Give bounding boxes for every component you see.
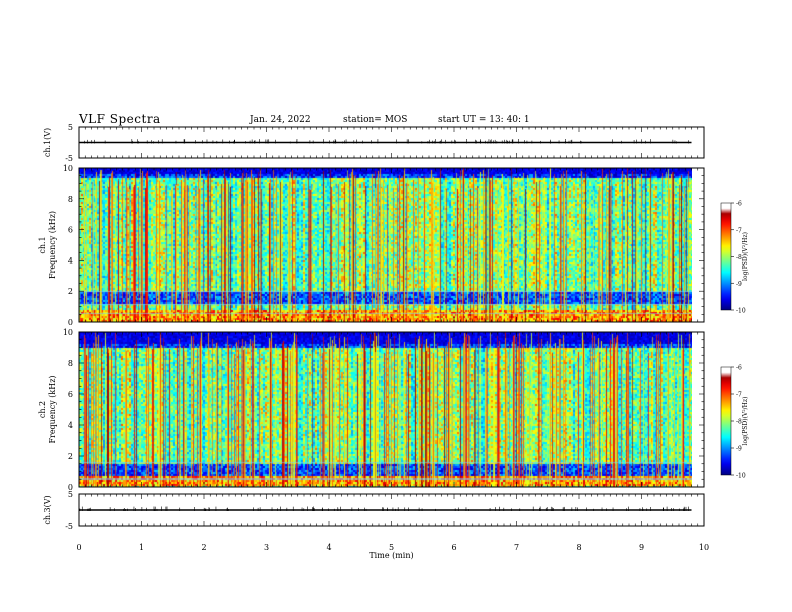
ch2-colorbar-tick-label: -10	[736, 473, 746, 480]
x-tick-label: 4	[326, 543, 331, 552]
ch1-voltage-tick-label: 5	[68, 123, 73, 132]
ch1-freq-tick-label: 8	[68, 195, 73, 204]
x-tick-label: 0	[76, 543, 81, 552]
x-tick-label: 2	[201, 543, 206, 552]
x-tick-label: 6	[451, 543, 456, 552]
x-tick-label: 7	[514, 543, 519, 552]
ch2-colorbar-tick-label: -6	[736, 365, 742, 372]
start-time-label: start UT = 13: 40: 1	[438, 115, 530, 125]
ch2-colorbar-label: log(PSD)(V²/Hz)	[742, 397, 749, 446]
ch2-ylabel-channel: ch.2	[38, 401, 47, 418]
ch1-colorbar-tick-label: -6	[736, 201, 742, 208]
ch3-voltage-tick-label: -5	[65, 522, 73, 531]
ch1-voltage-tick-label: -5	[65, 154, 73, 163]
ch1-colorbar-tick-label: -7	[736, 227, 742, 234]
ch2-spectrogram-image	[79, 332, 692, 487]
ch2-colorbar-tick-label: -9	[736, 446, 742, 453]
ch1-colorbar-tick-label: -10	[736, 308, 746, 315]
date-label: Jan. 24, 2022	[250, 115, 311, 125]
x-tick-label: 10	[699, 543, 709, 552]
ch1-colorbar	[720, 202, 732, 311]
ch3-voltage-tick-label: 5	[68, 490, 73, 499]
ch2-colorbar	[720, 366, 732, 476]
ch2-freq-tick-label: 2	[68, 452, 73, 461]
ch1-ylabel-channel: ch.1	[38, 236, 47, 253]
ch1-freq-tick-label: 0	[68, 318, 73, 327]
x-axis-label: Time (min)	[369, 551, 413, 560]
station-label: station= MOS	[343, 115, 408, 125]
ch2-freq-tick-label: 8	[68, 359, 73, 368]
ch1-colorbar-label: log(PSD)(V²/Hz)	[742, 232, 749, 281]
ch1-colorbar-tick-label: -8	[736, 254, 742, 261]
ch2-freq-tick-label: 0	[68, 483, 73, 492]
x-tick-label: 8	[576, 543, 581, 552]
ch1-freq-tick-label: 6	[68, 226, 73, 235]
ch1-voltage-ylabel: ch.1(V)	[43, 128, 52, 157]
chart-title: VLF Spectra	[79, 112, 161, 126]
ch2-freq-tick-label: 4	[68, 421, 73, 430]
x-tick-label: 5	[389, 543, 394, 552]
ch2-ylabel-freq: Frequency (kHz)	[48, 375, 57, 443]
ch2-colorbar-tick-label: -7	[736, 392, 742, 399]
ch3-voltage-ylabel: ch.3(V)	[43, 495, 52, 524]
ch1-freq-tick-label: 2	[68, 287, 73, 296]
ch1-colorbar-tick-label: -9	[736, 281, 742, 288]
ch2-freq-tick-label: 10	[63, 328, 73, 337]
ch2-colorbar-tick-label: -8	[736, 419, 742, 426]
x-tick-label: 1	[139, 543, 144, 552]
ch1-ylabel-freq: Frequency (kHz)	[48, 211, 57, 279]
ch1-freq-tick-label: 10	[63, 164, 73, 173]
ch2-freq-tick-label: 6	[68, 390, 73, 399]
x-tick-label: 9	[639, 543, 644, 552]
x-tick-label: 3	[264, 543, 269, 552]
ch1-spectrogram-image	[79, 168, 692, 322]
ch1-freq-tick-label: 4	[68, 256, 73, 265]
